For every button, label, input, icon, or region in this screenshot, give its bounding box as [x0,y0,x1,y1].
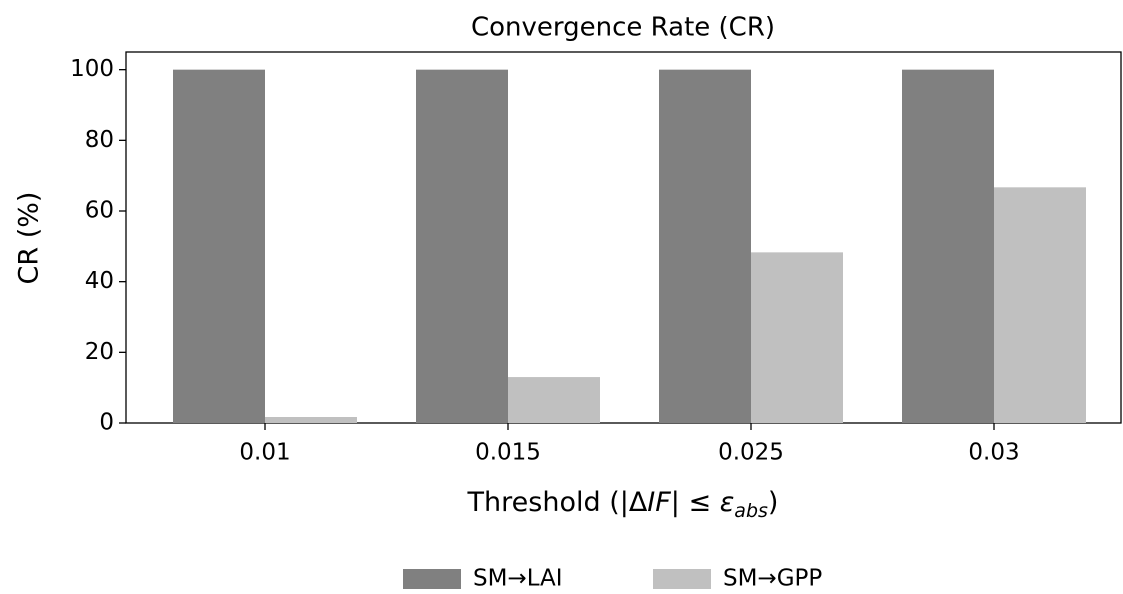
legend-swatch [653,569,711,589]
x-tick-label: 0.03 [968,440,1019,466]
y-tick-label: 100 [70,56,114,82]
bar [265,416,357,423]
y-axis-label: CR (%) [14,192,45,285]
bar [751,252,843,423]
legend-label: SM→GPP [723,566,822,592]
x-axis-label-part: abs [734,500,768,522]
legend-swatch [403,569,461,589]
chart-title: Convergence Rate (CR) [471,13,775,43]
bar [659,69,751,424]
bar [902,69,994,424]
y-tick-label: 0 [99,410,114,436]
x-tick-label: 0.015 [475,440,541,466]
y-tick-label: 60 [85,198,114,224]
x-axis-label-part: Threshold (|Δ [467,487,648,518]
bar [416,69,508,424]
legend-label: SM→LAI [473,566,563,592]
axes-frame [125,51,1122,424]
bar [508,377,600,423]
x-tick-label: 0.01 [239,440,290,466]
x-tick-label: 0.025 [718,440,784,466]
bar [994,187,1086,423]
x-axis-label-part: IF [647,487,671,518]
y-tick-label: 40 [85,268,114,294]
bar [173,69,265,424]
x-axis-label-part: ε [720,487,735,518]
y-tick-label: 80 [85,127,114,153]
x-axis-label-part: | ≤ [671,487,720,518]
x-axis-label: Threshold (|ΔIF| ≤ εabs) [467,487,779,522]
x-axis-label-part: ) [768,487,779,518]
y-tick-label: 20 [85,339,114,365]
